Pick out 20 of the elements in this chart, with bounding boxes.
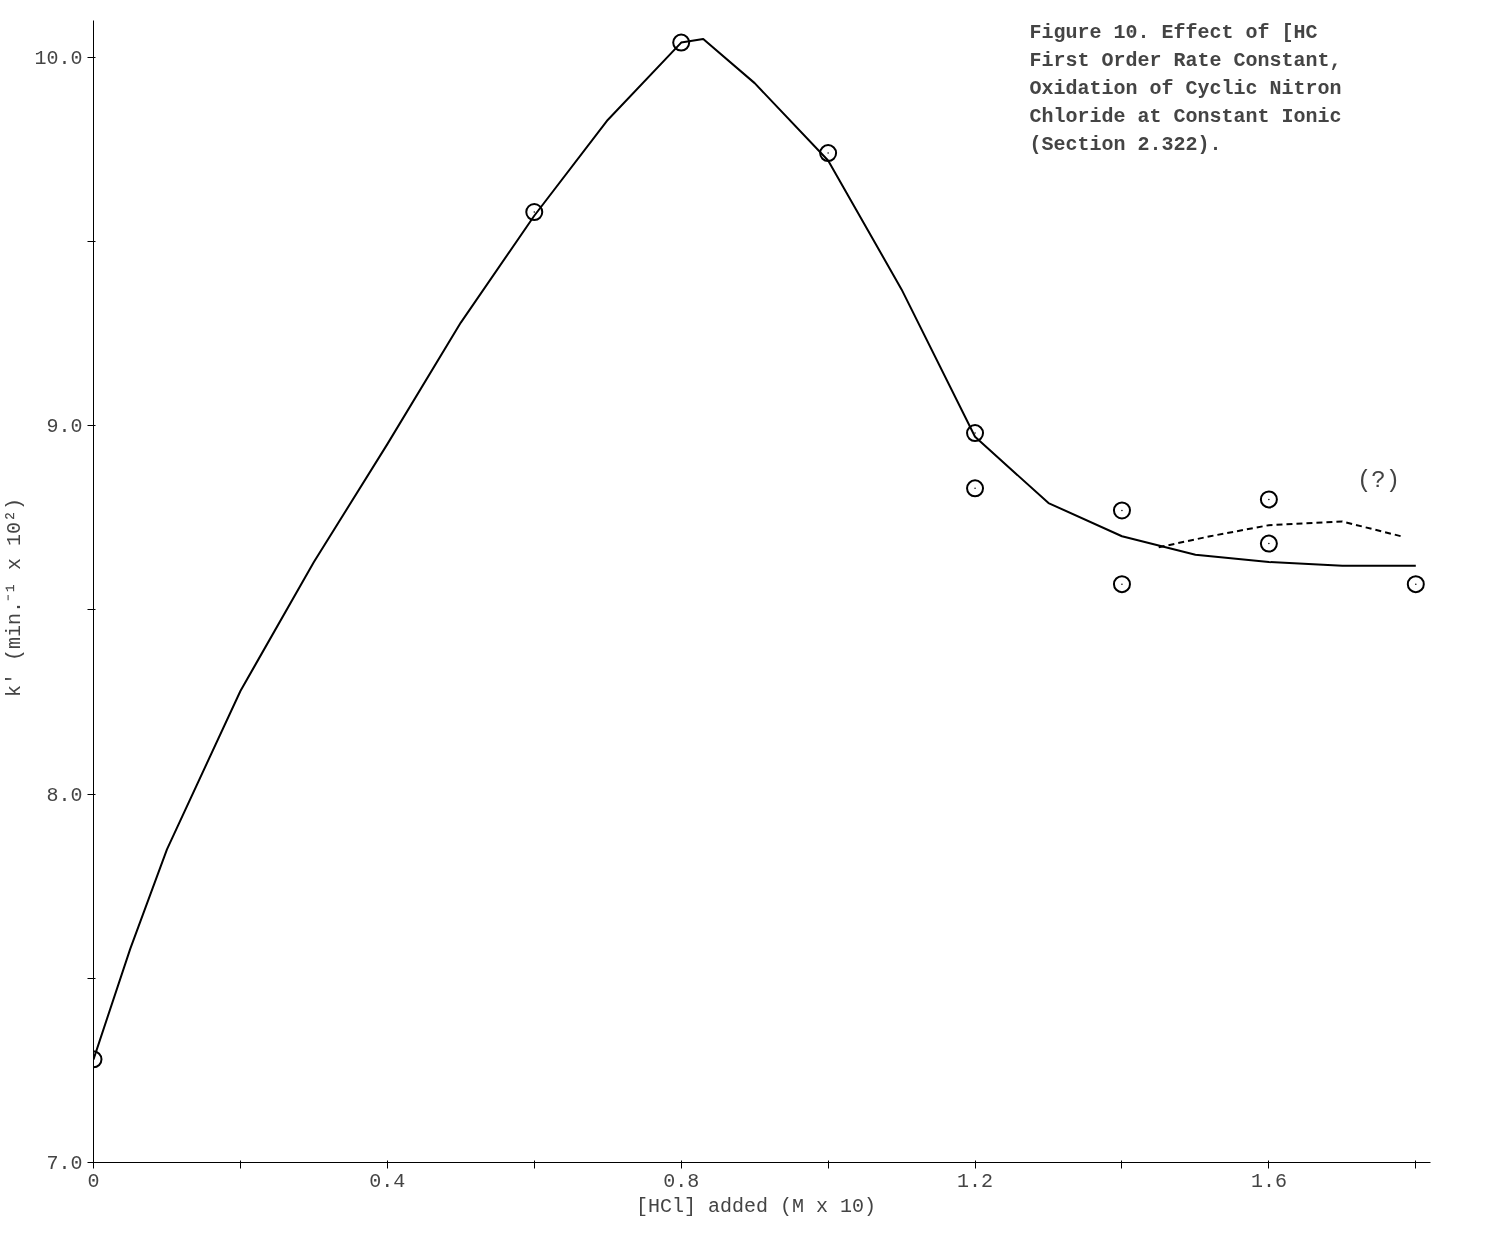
line-series [1157,520,1403,549]
y-tick-label: 7.0 [46,1152,83,1175]
point [1112,575,1131,594]
text: Figure 10. Effect of [HC First Order Rate Constant, Oxidation of Cyclic Nitron Chloride at Constant Ionic (Section 2.322). [1029,20,1342,156]
point [966,479,985,498]
x-tick-label: 0 [87,1169,100,1193]
point [1406,575,1425,594]
y-tick-label: 9.0 [46,415,83,439]
x-tick-label: 1.2 [957,1169,994,1193]
y-tick-label: 8.0 [46,783,83,807]
y-axis-title: k' (min.⁻¹ x 10²) [3,497,27,698]
x-axis-title: [HCl] added (M x 10) [635,1194,877,1218]
x-tick-label: 1.6 [1250,1169,1287,1193]
annotation: (?) [1356,467,1401,495]
y-tick-label: 10.0 [34,46,83,70]
point [1259,490,1278,509]
x-tick-label: 0.8 [663,1169,700,1193]
x-tick-label: 0.4 [369,1169,406,1193]
point [1112,501,1131,520]
point [1259,534,1278,553]
